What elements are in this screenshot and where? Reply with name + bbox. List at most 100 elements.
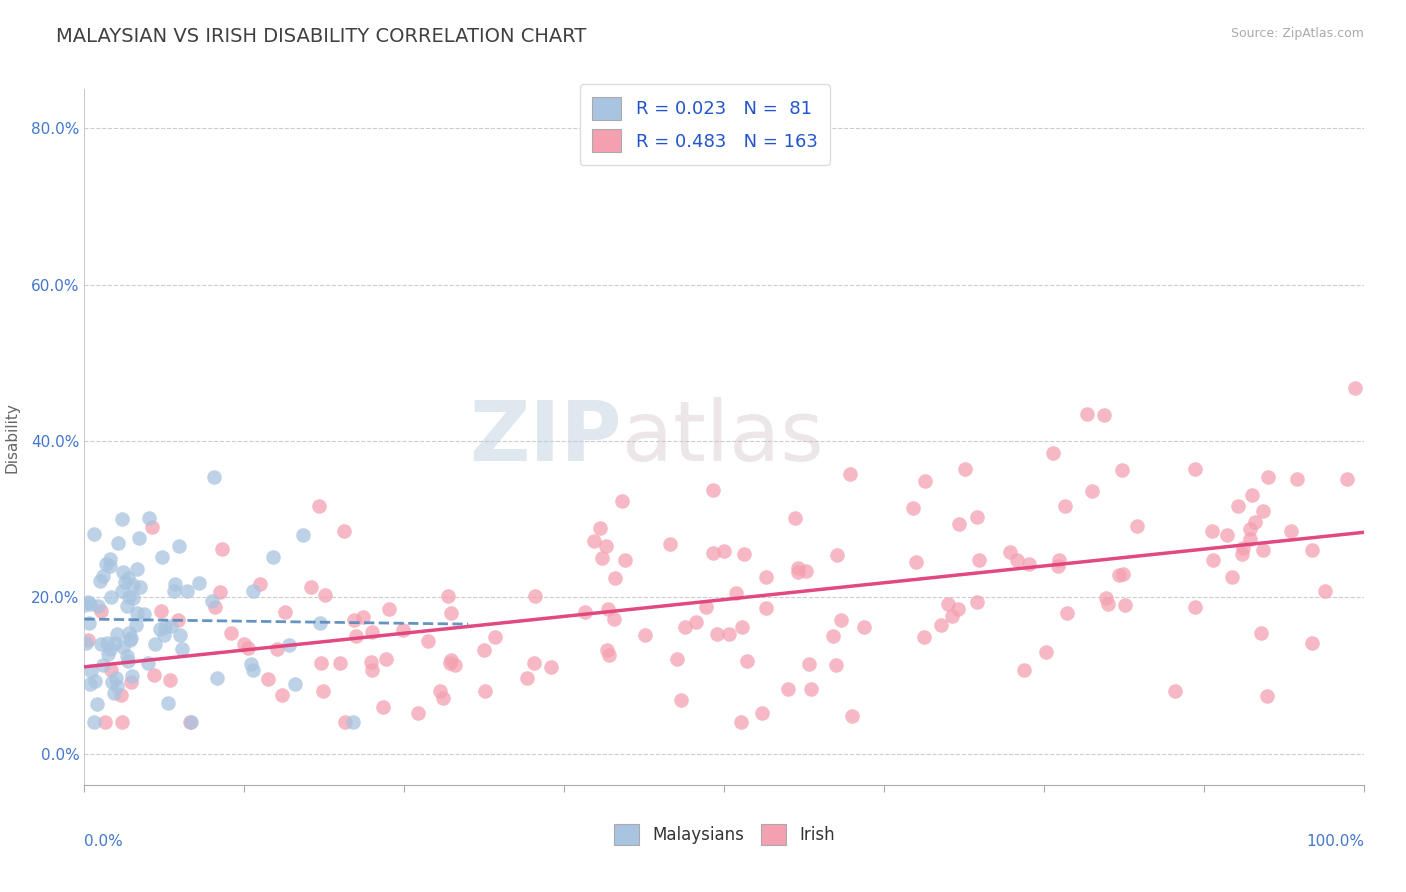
Point <box>929 617 952 632</box>
Point <box>392 623 415 637</box>
Point <box>125 606 148 620</box>
Point <box>730 715 752 730</box>
Point <box>1344 381 1367 395</box>
Point <box>94 715 117 730</box>
Point <box>1042 446 1064 460</box>
Point <box>378 601 401 615</box>
Point <box>598 648 620 662</box>
Point <box>717 627 740 641</box>
Point <box>240 657 263 671</box>
Point <box>1095 591 1118 606</box>
Point <box>484 630 506 644</box>
Point <box>440 606 463 620</box>
Point <box>786 565 808 579</box>
Point <box>91 658 114 673</box>
Point <box>80 664 103 678</box>
Point <box>299 580 322 594</box>
Point <box>134 607 156 621</box>
Point <box>1047 553 1070 567</box>
Point <box>953 462 976 476</box>
Point <box>211 541 233 556</box>
Text: MALAYSIAN VS IRISH DISABILITY CORRELATION CHART: MALAYSIAN VS IRISH DISABILITY CORRELATIO… <box>56 27 586 45</box>
Point <box>201 593 224 607</box>
Point <box>138 511 160 525</box>
Point <box>1313 584 1336 599</box>
Point <box>77 615 100 630</box>
Point <box>98 552 121 566</box>
Point <box>361 663 384 677</box>
Point <box>583 534 606 549</box>
Point <box>87 599 110 613</box>
Point <box>98 641 121 656</box>
Point <box>98 559 121 574</box>
Legend: Malaysians, Irish: Malaysians, Irish <box>606 816 842 853</box>
Point <box>524 589 547 603</box>
Point <box>292 528 315 542</box>
Point <box>574 605 596 619</box>
Point <box>180 715 202 730</box>
Point <box>665 652 688 666</box>
Point <box>128 531 150 545</box>
Point <box>1241 488 1264 502</box>
Point <box>966 510 988 524</box>
Point <box>783 511 806 525</box>
Point <box>1220 570 1243 584</box>
Point <box>179 715 201 730</box>
Point <box>257 672 280 686</box>
Point <box>406 706 429 720</box>
Point <box>1239 522 1261 536</box>
Point <box>1257 470 1279 484</box>
Y-axis label: Disability: Disability <box>4 401 20 473</box>
Point <box>333 715 356 730</box>
Point <box>262 550 284 565</box>
Point <box>444 657 467 672</box>
Point <box>702 546 724 560</box>
Point <box>118 632 141 647</box>
Point <box>89 574 111 589</box>
Point <box>1111 463 1133 477</box>
Point <box>821 629 844 643</box>
Point <box>141 520 163 534</box>
Point <box>83 527 105 541</box>
Point <box>373 699 395 714</box>
Point <box>755 570 778 584</box>
Point <box>706 627 728 641</box>
Point <box>333 524 356 538</box>
Point <box>374 652 396 666</box>
Point <box>1256 690 1278 704</box>
Point <box>111 584 134 599</box>
Point <box>153 627 176 641</box>
Point <box>232 637 254 651</box>
Point <box>901 500 924 515</box>
Point <box>841 709 863 723</box>
Point <box>86 698 108 712</box>
Point <box>852 620 875 634</box>
Point <box>1108 568 1130 582</box>
Point <box>1250 625 1272 640</box>
Point <box>966 595 988 609</box>
Point <box>588 521 610 535</box>
Point <box>912 630 935 644</box>
Point <box>948 602 970 616</box>
Point <box>120 674 142 689</box>
Point <box>160 619 183 633</box>
Point <box>77 595 100 609</box>
Point <box>121 669 143 683</box>
Point <box>100 590 122 604</box>
Point <box>101 675 124 690</box>
Point <box>1301 636 1323 650</box>
Point <box>838 467 860 481</box>
Point <box>796 564 818 578</box>
Point <box>659 537 682 551</box>
Point <box>595 540 617 554</box>
Point <box>1184 461 1206 475</box>
Point <box>634 628 657 642</box>
Point <box>111 512 134 526</box>
Point <box>163 576 186 591</box>
Point <box>731 620 754 634</box>
Point <box>596 602 619 616</box>
Point <box>516 671 538 685</box>
Point <box>685 615 707 630</box>
Point <box>352 609 374 624</box>
Point <box>776 682 799 697</box>
